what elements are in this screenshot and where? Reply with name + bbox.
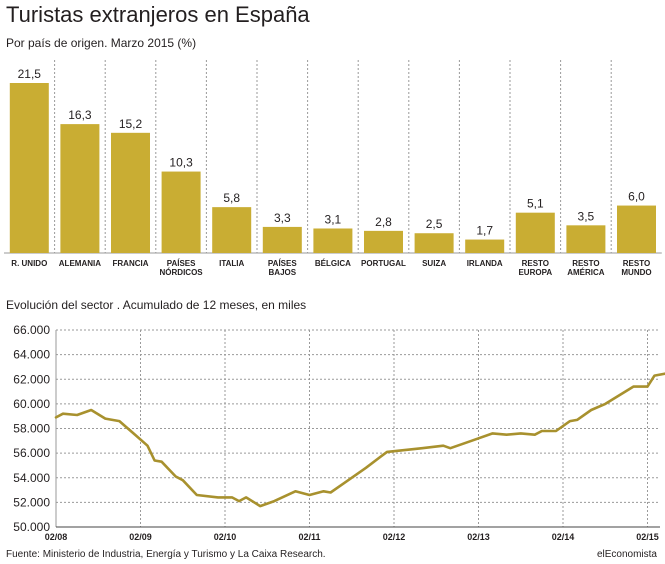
bar-value-label: 3,3 [274,211,291,225]
bar-0 [9,83,49,253]
bar-category-label: FRANCIA [113,259,149,268]
bar-category-label: NÓRDICOS [160,268,204,277]
bar-value-label: 1,7 [476,224,493,238]
bar-value-label: 16,3 [68,108,92,122]
bar-category-label: ALEMANIA [59,259,101,268]
bar-category-label: SUIZA [422,259,446,268]
bar-2 [111,132,150,253]
y-tick-label: 52.000 [13,495,50,509]
bar-category-label: R. UNIDO [11,259,47,268]
y-tick-label: 56.000 [13,446,50,460]
y-tick-label: 50.000 [13,520,50,534]
bar-6 [313,228,353,253]
bar-1 [60,124,100,254]
bar-category-label: RESTO [623,259,650,268]
x-tick-label: 02/11 [298,532,320,542]
x-tick-label: 02/13 [467,532,490,542]
bar-category-label: BÉLGICA [315,259,351,268]
bar-category-label: BAJOS [269,268,297,277]
bar-value-label: 21,5 [18,67,42,81]
y-tick-label: 60.000 [13,397,50,411]
bar-chart-subtitle: Por país de origen. Marzo 2015 (%) [6,36,197,50]
x-tick-label: 02/10 [214,532,237,542]
bar-7 [364,230,403,253]
x-tick-label: 02/08 [45,532,68,542]
bar-value-label: 5,1 [527,197,544,211]
bar-category-label: PORTUGAL [361,259,406,268]
bar-category-label: ITALIA [219,259,244,268]
y-tick-label: 58.000 [13,422,50,436]
x-tick-label: 02/09 [129,532,152,542]
bar-value-label: 2,8 [375,215,392,229]
x-tick-label: 02/14 [552,532,575,542]
bar-category-label: PAÍSES [167,259,196,268]
bar-4 [212,207,252,253]
bar-5 [262,226,302,253]
bar-value-label: 6,0 [628,190,645,204]
bar-category-label: EUROPA [518,268,552,277]
bar-category-label: PAÍSES [268,259,297,268]
bar-value-label: 10,3 [169,156,193,170]
bar-9 [465,239,505,253]
bar-category-label: MUNDO [621,268,651,277]
line-chart: 66.000 64.000 62.000 60.000 58.000 56.000 54.0… [13,323,665,542]
chart-title: Turistas extranjeros en España [6,2,310,27]
bar-value-label: 15,2 [119,117,143,131]
bar-category-label: RESTO [522,259,549,268]
series-line [54,372,665,508]
bar-value-label: 3,1 [325,212,342,226]
bar-10 [515,212,555,253]
line-chart-subtitle: Evolución del sector . Acumulado de 12 m… [6,298,307,312]
bar-category-label: AMÉRICA [567,268,605,277]
brand-logo: elEconomista [596,549,657,560]
y-tick-label: 54.000 [13,471,50,485]
bar-value-label: 3,5 [578,209,595,223]
bar-3 [161,171,201,253]
y-tick-label: 64.000 [13,348,50,362]
y-tick-label: 62.000 [13,372,50,386]
y-tick-label: 66.000 [13,323,50,337]
bar-11 [566,225,606,253]
bar-value-label: 5,8 [223,191,240,205]
bar-8 [414,233,454,253]
x-tick-label: 02/12 [383,532,406,542]
source-note: Fuente: Ministerio de Industria, Energía… [6,549,326,560]
bar-category-label: RESTO [572,259,599,268]
bar-chart: 21,5 R. UNIDO 16,3 ALEMANIA 15,2 FRANCIA 10,3 P… [4,60,662,277]
x-tick-label: 02/15 [636,532,659,542]
bar-value-label: 2,5 [426,217,443,231]
bar-12 [617,205,656,253]
bar-category-label: IRLANDA [467,259,503,268]
